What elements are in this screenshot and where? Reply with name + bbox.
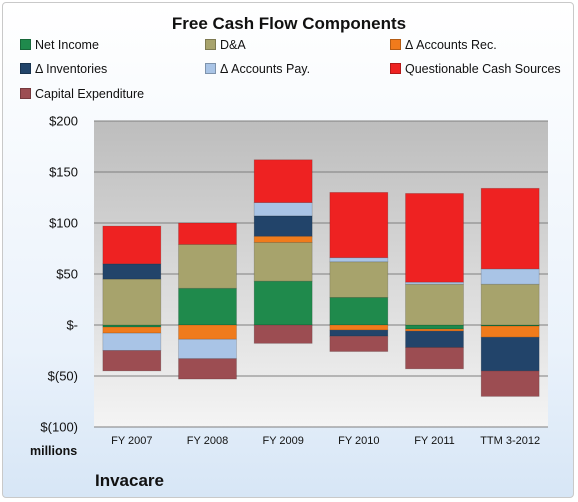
bar-segment	[405, 283, 464, 326]
bar-segment	[178, 358, 237, 380]
legend-label: Capital Expenditure	[35, 87, 145, 101]
bar-segment	[102, 326, 162, 334]
bar-segment	[329, 297, 389, 326]
bar-segment	[480, 187, 540, 270]
legend-label: Questionable Cash Sources	[405, 62, 561, 76]
bar-segment	[329, 191, 389, 259]
legend-label: Δ Inventories	[35, 62, 108, 76]
company-label: Invacare	[95, 471, 164, 490]
y-tick-label: $150	[49, 165, 78, 180]
x-tick-label: FY 2008	[187, 435, 228, 447]
legend-swatch	[20, 39, 31, 50]
bar-segment	[329, 335, 389, 352]
bar-segment	[102, 278, 162, 326]
bar-segment	[480, 370, 540, 397]
bar-segment	[405, 324, 464, 330]
y-tick-label: $50	[56, 267, 78, 282]
units-label: millions	[30, 444, 78, 458]
legend-item: Questionable Cash Sources	[390, 62, 561, 76]
legend-label: Net Income	[35, 38, 99, 52]
legend-item: Δ Inventories	[20, 62, 107, 76]
bar-segment	[178, 222, 237, 245]
bar-segment	[480, 336, 540, 372]
bar-segment	[253, 215, 313, 237]
bar-segment	[405, 330, 464, 348]
bar-segment	[102, 350, 162, 372]
bar-segment	[329, 329, 389, 337]
bar-segment	[253, 324, 313, 344]
legend-item: Net Income	[20, 38, 99, 52]
x-tick-label: TTM 3-2012	[480, 435, 540, 447]
y-tick-label: $100	[49, 216, 78, 231]
legend-swatch	[390, 39, 401, 50]
legend-item: Δ Accounts Rec.	[390, 38, 497, 52]
bar-segment	[102, 263, 162, 280]
legend-item: Δ Accounts Pay.	[205, 62, 310, 76]
bar-segment	[253, 280, 313, 326]
legend-swatch	[390, 63, 401, 74]
y-tick-label: $(100)	[40, 420, 78, 435]
y-tick-label: $(50)	[48, 369, 78, 384]
legend-item: D&A	[205, 38, 246, 52]
bar-segment	[253, 159, 313, 203]
bar-segment	[253, 202, 313, 217]
bar-segment	[405, 347, 464, 370]
bar-segment	[102, 225, 162, 265]
bar-segment	[480, 325, 540, 338]
bar-segment	[178, 324, 237, 340]
legend-item: Capital Expenditure	[20, 87, 144, 101]
bar-segment	[405, 193, 464, 283]
legend-label: Δ Accounts Pay.	[220, 62, 311, 76]
legend-label: D&A	[220, 38, 246, 52]
bar-segment	[253, 235, 313, 243]
bar-segment	[178, 338, 237, 360]
bar-segment	[178, 244, 237, 289]
legend-swatch	[20, 88, 31, 99]
y-tick-label: $200	[49, 114, 78, 129]
bar-segment	[480, 268, 540, 285]
x-tick-label: FY 2009	[262, 435, 303, 447]
legend-swatch	[20, 63, 31, 74]
x-tick-label: FY 2007	[111, 435, 152, 447]
bar-segment	[329, 261, 389, 298]
bar-segment	[253, 241, 313, 282]
bar-segment	[329, 257, 389, 263]
x-tick-label: FY 2011	[414, 435, 455, 447]
legend-swatch	[205, 39, 216, 50]
bar-segment	[480, 283, 540, 326]
bar-segment	[329, 324, 389, 331]
y-tick-label: $-	[66, 318, 78, 333]
x-tick-label: FY 2010	[338, 435, 379, 447]
bar-segment	[178, 287, 237, 326]
legend-label: Δ Accounts Rec.	[405, 38, 497, 52]
chart-title: Free Cash Flow Components	[171, 14, 407, 33]
bar-segment	[102, 332, 162, 351]
legend-swatch	[205, 63, 216, 74]
